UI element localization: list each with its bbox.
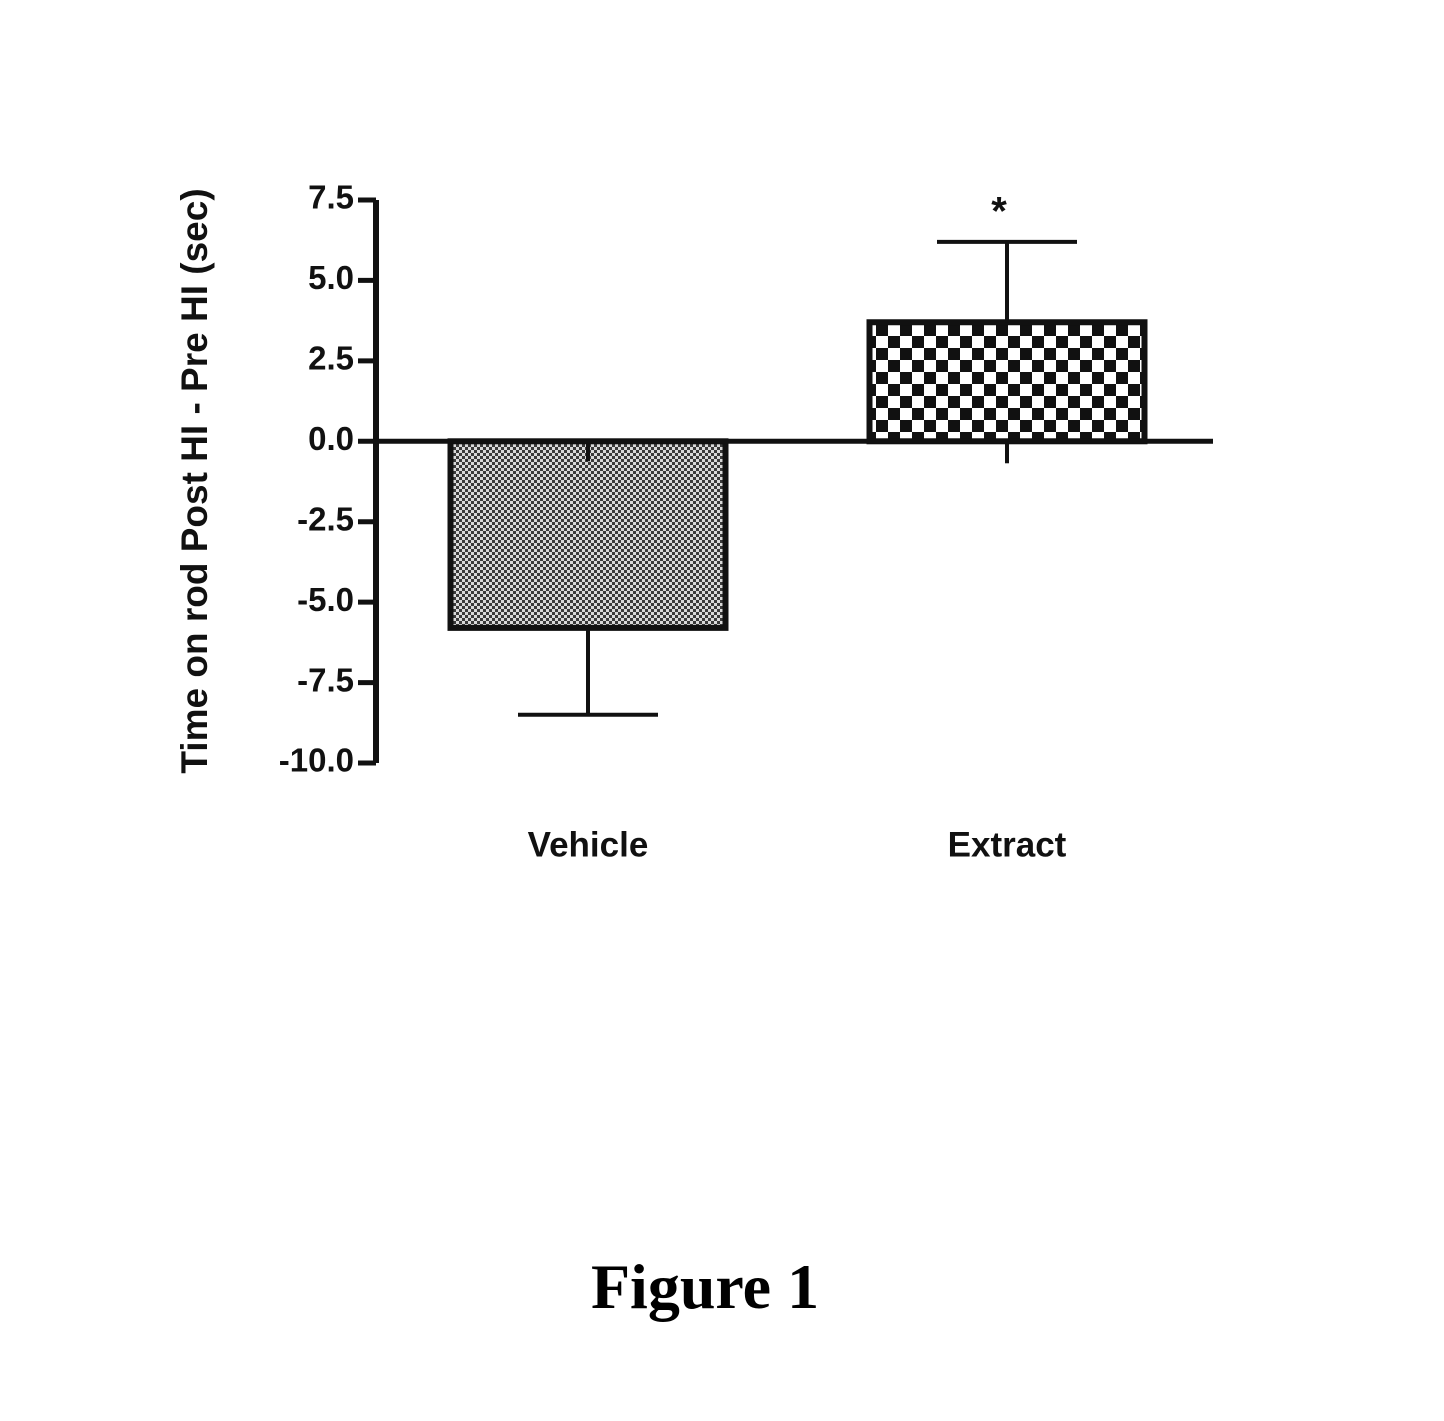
category-label-vehicle: Vehicle — [528, 825, 649, 864]
y-tick-label: -10.0 — [279, 742, 354, 779]
y-tick-label: 0.0 — [308, 420, 354, 457]
y-tick-label: 2.5 — [308, 340, 354, 377]
y-tick-label: 5.0 — [308, 259, 354, 296]
y-tick-label: -5.0 — [297, 581, 354, 618]
bar-extract — [870, 322, 1145, 441]
y-tick-label: -2.5 — [297, 500, 354, 537]
y-axis-title: Time on rod Post HI - Pre HI (sec) — [174, 188, 215, 773]
figure-caption: Figure 1 — [0, 1250, 1410, 1324]
bar-vehicle — [451, 441, 726, 628]
y-tick-label: 7.5 — [308, 179, 354, 216]
significance-marker: * — [991, 189, 1007, 233]
y-tick-label: -7.5 — [297, 661, 354, 698]
category-label-extract: Extract — [948, 825, 1067, 864]
